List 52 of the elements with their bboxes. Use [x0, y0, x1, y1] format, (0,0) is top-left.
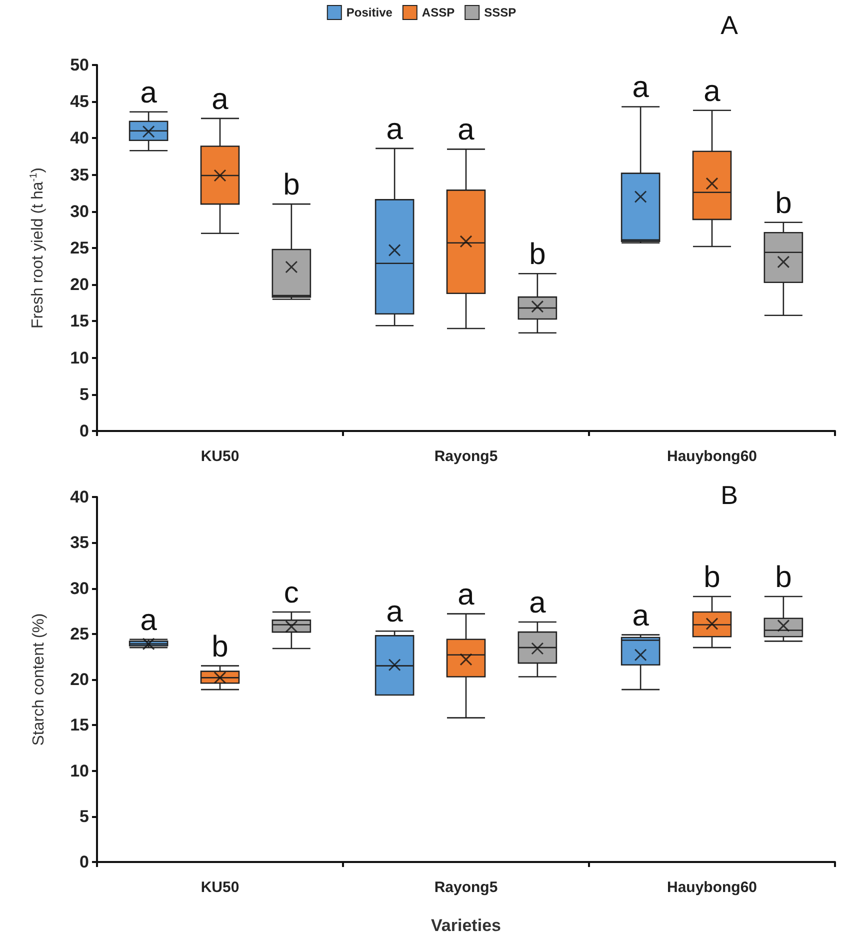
- annotation: a: [529, 586, 546, 620]
- annotation: B: [720, 480, 738, 510]
- annotation: a: [140, 76, 158, 110]
- y-tick-label: 5: [80, 806, 89, 826]
- y-tick-label: 25: [70, 238, 89, 258]
- y-tick-label: 30: [70, 578, 89, 598]
- annotation: a: [386, 112, 404, 146]
- y-tick-label: 10: [70, 348, 89, 368]
- x-tick-label: Rayong5: [434, 879, 498, 896]
- annotation: b: [529, 238, 546, 272]
- text: A: [720, 10, 739, 40]
- y-tick-label: 40: [70, 488, 89, 506]
- annotation: a: [458, 114, 475, 147]
- x-tick-label: KU50: [200, 448, 240, 465]
- y-axis-title: Fresh root yield (t ha-1): [28, 168, 46, 328]
- annotation: a: [212, 82, 229, 116]
- y-tick-label: 35: [70, 533, 89, 552]
- annotation: a: [632, 599, 650, 632]
- legend-label: Positive: [346, 6, 393, 20]
- legend-label: SSSP: [484, 6, 516, 20]
- y-tick-label: 45: [70, 92, 89, 112]
- legend-label: ASSP: [422, 6, 455, 20]
- y-tick-label: 20: [70, 670, 89, 689]
- y-tick-label: 15: [70, 312, 89, 331]
- y-tick-label: 40: [70, 128, 89, 148]
- y-tick-label: 5: [80, 384, 89, 404]
- y-tick-label: 20: [70, 275, 89, 294]
- annotation: b: [212, 630, 228, 664]
- x-tick-label: Hauybong60: [666, 448, 758, 465]
- y-tick-label: 10: [70, 761, 89, 780]
- x-tick-label: Hauybong60: [666, 879, 758, 896]
- y-tick-label: 0: [80, 852, 89, 872]
- x-tick-label: Rayong5: [434, 448, 498, 465]
- annotation: b: [775, 560, 792, 594]
- annotation: a: [704, 74, 721, 108]
- y-tick-label: 35: [70, 165, 89, 184]
- y-tick-label: 15: [70, 716, 89, 735]
- annotation: a: [632, 71, 650, 104]
- annotation: a: [458, 578, 475, 612]
- annotation: b: [704, 560, 720, 594]
- annotation: b: [283, 168, 300, 202]
- x-axis-title: Varieties: [431, 916, 501, 935]
- y-tick-label: 50: [70, 56, 89, 74]
- annotation: c: [284, 576, 299, 610]
- y-tick-label: 0: [80, 422, 89, 440]
- y-tick-label: 25: [70, 624, 89, 644]
- annotation: a: [386, 596, 404, 629]
- y-tick-label: 30: [70, 202, 89, 221]
- y-axis-title: Starch content (%): [30, 613, 48, 746]
- annotation: a: [140, 604, 158, 637]
- x-tick-label: KU50: [200, 879, 240, 896]
- annotation: b: [775, 186, 792, 220]
